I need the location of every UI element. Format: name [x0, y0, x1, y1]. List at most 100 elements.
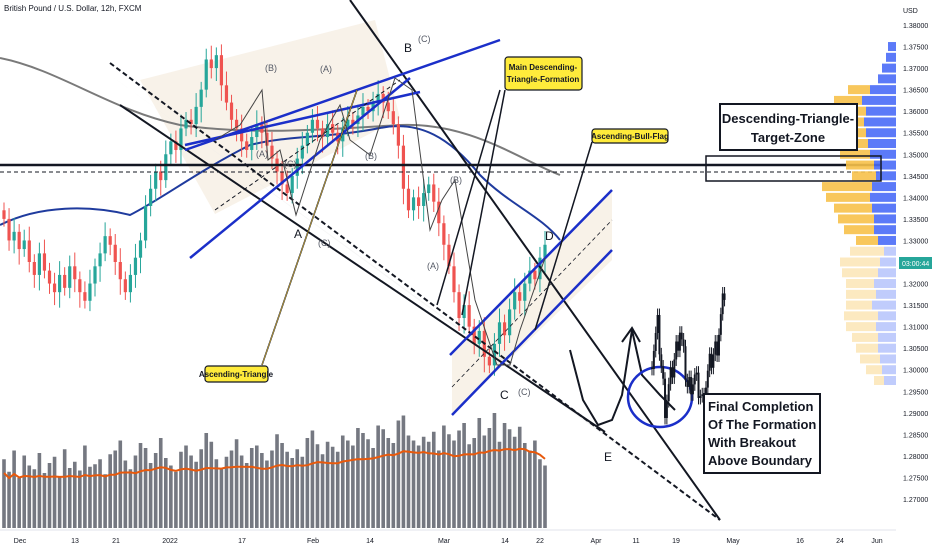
candle-body [366, 106, 370, 112]
completion-note-box[interactable] [703, 393, 821, 474]
main-triangle-dashed-line[interactable] [109, 62, 721, 521]
volume-bar [229, 450, 234, 528]
wave-label-b3: (B) [450, 175, 462, 185]
volume-bar [396, 420, 401, 528]
candle-body [270, 145, 274, 159]
volume-bar [351, 445, 355, 528]
candle-body [234, 119, 239, 129]
volume-profile-bar-orange [834, 203, 872, 213]
wave-label-c1: (C) [284, 159, 297, 169]
volume-bar [452, 440, 456, 528]
volume-bar [249, 448, 254, 528]
candle-body [543, 244, 547, 258]
candle-body [164, 154, 168, 181]
candle-body [103, 236, 107, 254]
candle-body [133, 257, 138, 275]
time-tick-label: 16 [796, 538, 804, 545]
time-tick-label: Feb [307, 538, 319, 545]
volume-profile-bar-orange [840, 149, 870, 159]
candle-body [487, 356, 491, 366]
wave-label-d: D [545, 229, 554, 243]
projected-candle-body [671, 367, 674, 378]
bull-flag-lower-line[interactable] [451, 249, 613, 416]
pointer-bull-flag [534, 141, 593, 331]
volume-bar [416, 445, 421, 528]
volume-bar [437, 450, 441, 528]
price-tick-label: 1.30500 [903, 346, 928, 353]
target-zone-label-box[interactable] [719, 103, 858, 151]
completion-line3: With Breakout [708, 435, 797, 450]
callout-main-triangle[interactable]: Main Descending- Triangle-Formation [504, 56, 583, 91]
volume-bar [7, 471, 11, 528]
volume-bar [189, 455, 193, 528]
volume-bar [214, 459, 219, 528]
breakout-circle[interactable] [626, 365, 694, 429]
price-tick-label: 1.28500 [903, 432, 928, 439]
wave-label-a: A [294, 227, 302, 241]
callout-ascending-triangle[interactable]: Ascending-Triangle [199, 365, 274, 383]
projected-candle-body [664, 378, 667, 418]
target-zone-label[interactable]: Descending-Triangle- Target-Zone [719, 103, 858, 151]
volume-bar [320, 454, 325, 528]
volume-profile-bar-blue [878, 311, 896, 321]
candle-body [52, 283, 57, 293]
volume-bar [315, 444, 320, 528]
volume-profile-bar-blue [878, 268, 896, 278]
wave-path-gray [214, 77, 546, 366]
price-tick-label: 1.34500 [903, 174, 928, 181]
candle-body [250, 137, 254, 150]
volume-profile-bar-blue [878, 343, 896, 353]
volume-profile-bar-blue [874, 225, 896, 235]
projected-candle-body [719, 314, 722, 335]
volume-profile-bar-blue [866, 106, 896, 116]
candle-body [108, 236, 112, 245]
candle-body [280, 171, 284, 185]
time-tick-label: Mar [438, 538, 451, 545]
callout-main-triangle-box[interactable] [504, 56, 583, 91]
candle-body [285, 184, 289, 194]
ascending-triangle-lower-line[interactable] [189, 77, 411, 259]
volume-bar [32, 469, 37, 528]
ascending-triangle-upper-line[interactable] [184, 38, 501, 152]
candle-body [229, 102, 234, 120]
callout-bull-flag-box[interactable] [591, 128, 669, 144]
candle-body [406, 188, 411, 211]
projected-candle-body [717, 334, 720, 356]
price-tick-label: 1.31000 [903, 325, 928, 332]
volume-bar [295, 449, 300, 528]
wave-path-projection [569, 329, 676, 427]
bull-flag-upper-line[interactable] [449, 189, 613, 356]
main-triangle-resistance-line[interactable] [349, 0, 721, 521]
completion-line2: Of The Formation [708, 417, 816, 432]
time-axis[interactable]: Dec 13 21 2022 17 Feb 14 Mar 14 22 Apr 11 19 May 16 24 J… [0, 529, 896, 545]
projected-candle-body [662, 366, 665, 379]
volume-bar [234, 439, 239, 528]
volume-bar [239, 455, 244, 528]
target-zone-box[interactable] [705, 155, 882, 182]
price-tick-label: 1.29500 [903, 389, 928, 396]
volume-bar [98, 459, 102, 528]
time-axis-ticks: Dec 13 21 2022 17 Feb 14 Mar 14 22 Apr 11 19 May 16 24 J… [14, 538, 883, 545]
volume-profile-bar-blue [882, 365, 896, 375]
price-tick-label: 1.30000 [903, 368, 928, 375]
candle-body [2, 210, 6, 219]
wave-labels: (B) (A) (A) (C) (B) (C) (B) (A) (C) (C) … [256, 34, 612, 464]
candle-body [42, 253, 47, 271]
ascending-triangle-mid-line[interactable] [184, 90, 421, 147]
volume-bar [533, 440, 537, 528]
volume-bar [386, 438, 391, 528]
main-triangle-support-line[interactable] [119, 104, 606, 433]
callout-bull-flag-text: Ascending-Bull-Flag [591, 132, 669, 141]
volume-histogram [2, 413, 547, 528]
completion-note[interactable]: Final Completion Of The Formation With B… [703, 393, 821, 474]
volume-bar [381, 429, 386, 528]
callout-ascending-triangle-box[interactable] [204, 365, 269, 383]
price-axis[interactable]: USD 1.380001.375001.370001.365001.360001… [896, 0, 932, 530]
candle-body [83, 292, 87, 301]
candle-body [376, 93, 380, 103]
price-tick-label: 1.28000 [903, 454, 928, 461]
trendlines[interactable] [109, 0, 721, 521]
volume-bar [442, 425, 446, 528]
callout-bull-flag[interactable]: Ascending-Bull-Flag [591, 128, 669, 144]
